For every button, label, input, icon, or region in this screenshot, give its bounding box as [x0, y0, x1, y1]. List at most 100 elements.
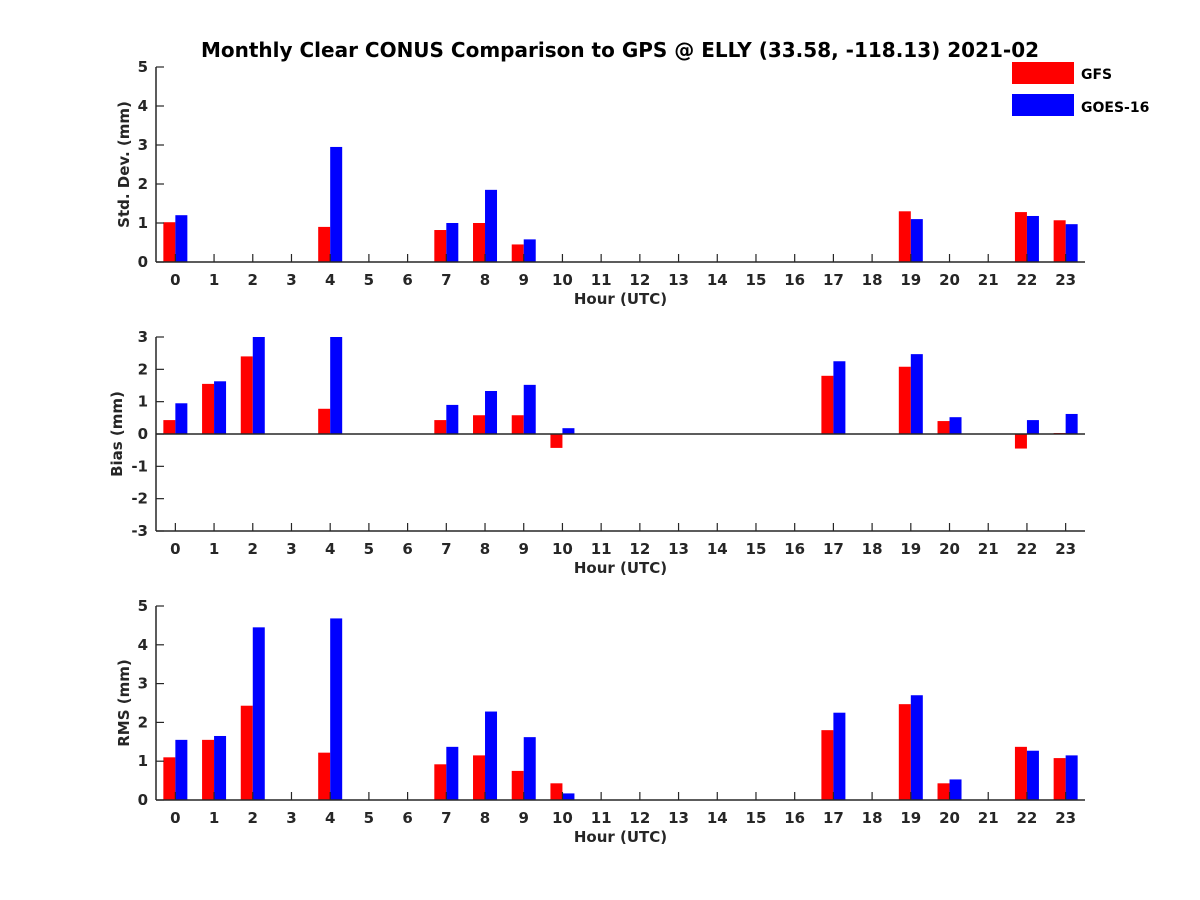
bar-goes16-2: [252, 627, 265, 800]
y-tick-label: -3: [131, 522, 148, 540]
bar-goes16-19: [910, 354, 923, 434]
x-tick-label: 8: [480, 809, 490, 827]
x-tick-label: 12: [629, 271, 650, 289]
x-tick-label: 10: [552, 809, 573, 827]
x-tick-label: 7: [441, 271, 451, 289]
bar-goes16-23: [1065, 413, 1078, 434]
bar-goes16-22: [1026, 420, 1039, 434]
bar-goes16-4: [330, 146, 343, 262]
bar-goes16-0: [175, 215, 188, 262]
bar-gfs-4: [318, 752, 331, 800]
bar-gfs-17: [821, 375, 834, 434]
y-tick-label: 1: [138, 752, 148, 770]
bar-goes16-20: [949, 417, 962, 434]
x-tick-label: 15: [746, 809, 767, 827]
x-tick-label: 20: [939, 809, 960, 827]
bar-gfs-7: [434, 764, 447, 800]
x-tick-label: 14: [707, 271, 728, 289]
bar-goes16-1: [214, 381, 227, 434]
x-tick-label: 6: [402, 271, 412, 289]
bar-gfs-8: [473, 755, 486, 800]
y-tick-label: -2: [131, 490, 148, 508]
bar-goes16-9: [523, 239, 536, 262]
x-tick-label: 20: [939, 540, 960, 558]
x-tick-label: 0: [170, 271, 180, 289]
x-tick-label: 4: [325, 809, 335, 827]
y-tick-label: 0: [138, 791, 148, 809]
bar-goes16-23: [1065, 224, 1078, 262]
x-tick-label: 17: [823, 271, 844, 289]
bar-goes16-8: [485, 390, 498, 434]
x-tick-label: 16: [784, 271, 805, 289]
bar-goes16-2: [252, 337, 265, 434]
x-tick-label: 13: [668, 271, 689, 289]
bar-goes16-22: [1026, 750, 1039, 800]
bar-gfs-22: [1014, 746, 1027, 800]
y-axis-label: RMS (mm): [115, 659, 133, 746]
bar-goes16-17: [833, 712, 846, 800]
x-tick-label: 17: [823, 540, 844, 558]
bar-goes16-8: [485, 189, 498, 262]
x-tick-label: 7: [441, 809, 451, 827]
x-tick-label: 4: [325, 271, 335, 289]
x-tick-label: 5: [364, 271, 374, 289]
bar-gfs-23: [1053, 220, 1066, 262]
y-tick-label: 0: [138, 425, 148, 443]
x-tick-label: 10: [552, 271, 573, 289]
legend-swatch-gfs: [1012, 62, 1074, 84]
bar-gfs-9: [511, 244, 524, 262]
bar-gfs-10: [550, 783, 563, 800]
bar-gfs-22: [1014, 212, 1027, 262]
bar-gfs-2: [240, 705, 253, 800]
x-tick-label: 1: [209, 271, 219, 289]
bar-gfs-7: [434, 230, 447, 262]
x-tick-label: 7: [441, 540, 451, 558]
legend-label-gfs: GFS: [1081, 67, 1112, 83]
x-tick-label: 11: [591, 540, 612, 558]
y-tick-label: -1: [131, 457, 148, 475]
x-tick-label: 9: [519, 809, 529, 827]
bar-gfs-8: [473, 415, 486, 434]
y-tick-label: 3: [138, 675, 148, 693]
x-tick-label: 13: [668, 809, 689, 827]
x-tick-label: 18: [862, 540, 883, 558]
bar-gfs-2: [240, 356, 253, 434]
bar-gfs-0: [163, 757, 176, 800]
x-tick-label: 8: [480, 271, 490, 289]
x-tick-label: 3: [286, 540, 296, 558]
x-tick-label: 22: [1017, 540, 1038, 558]
bar-gfs-19: [898, 211, 911, 262]
x-tick-label: 3: [286, 809, 296, 827]
legend-label-goes16: GOES-16: [1081, 100, 1149, 116]
x-tick-label: 2: [248, 540, 258, 558]
y-tick-label: 2: [138, 713, 148, 731]
x-tick-label: 12: [629, 809, 650, 827]
bar-gfs-10: [550, 434, 563, 448]
bar-goes16-7: [446, 404, 459, 434]
bar-goes16-7: [446, 746, 459, 800]
bar-goes16-19: [910, 695, 923, 800]
x-tick-label: 6: [402, 540, 412, 558]
bar-gfs-23: [1053, 758, 1066, 800]
x-tick-label: 23: [1055, 540, 1076, 558]
x-tick-label: 19: [900, 540, 921, 558]
y-axis-label: Bias (mm): [108, 391, 126, 477]
x-tick-label: 15: [746, 271, 767, 289]
x-tick-label: 12: [629, 540, 650, 558]
x-tick-label: 11: [591, 809, 612, 827]
bar-gfs-0: [163, 420, 176, 434]
bar-gfs-19: [898, 704, 911, 800]
bar-goes16-8: [485, 711, 498, 800]
bar-goes16-22: [1026, 215, 1039, 262]
bar-goes16-0: [175, 403, 188, 434]
legend-swatch-goes16: [1012, 94, 1074, 116]
y-tick-label: 4: [138, 636, 148, 654]
x-tick-label: 14: [707, 540, 728, 558]
x-tick-label: 5: [364, 540, 374, 558]
x-tick-label: 1: [209, 809, 219, 827]
x-axis-label: Hour (UTC): [574, 290, 667, 308]
x-tick-label: 0: [170, 540, 180, 558]
x-tick-label: 6: [402, 809, 412, 827]
